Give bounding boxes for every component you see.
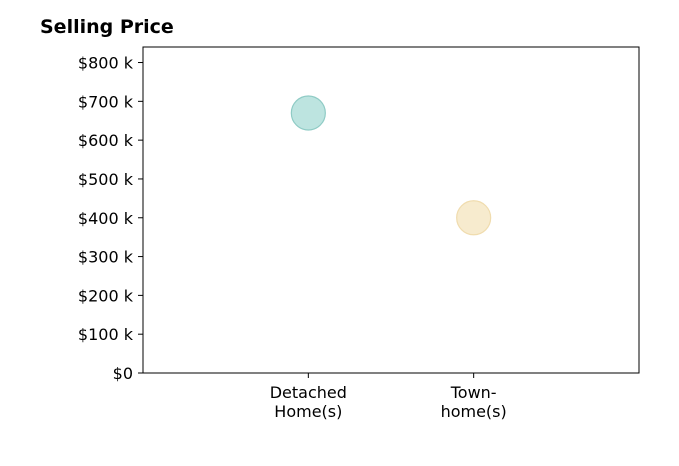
data-point	[456, 200, 492, 236]
y-tick-label: $600 k	[78, 131, 134, 150]
y-tick-label: $700 k	[78, 92, 134, 111]
y-tick-label: $400 k	[78, 209, 134, 228]
y-tick-label: $800 k	[78, 54, 134, 73]
y-tick-label: $0	[113, 364, 133, 383]
y-tick-label: $200 k	[78, 286, 134, 305]
chart-title: Selling Price	[40, 16, 174, 38]
data-point	[290, 95, 326, 131]
y-tick-label: $500 k	[78, 170, 134, 189]
plot-frame	[142, 46, 640, 374]
x-tick-label: Detached Home(s)	[270, 383, 347, 421]
x-tick-label: Town-home(s)	[441, 383, 507, 421]
y-tick-label: $100 k	[78, 325, 134, 344]
y-tick-label: $300 k	[78, 248, 134, 267]
